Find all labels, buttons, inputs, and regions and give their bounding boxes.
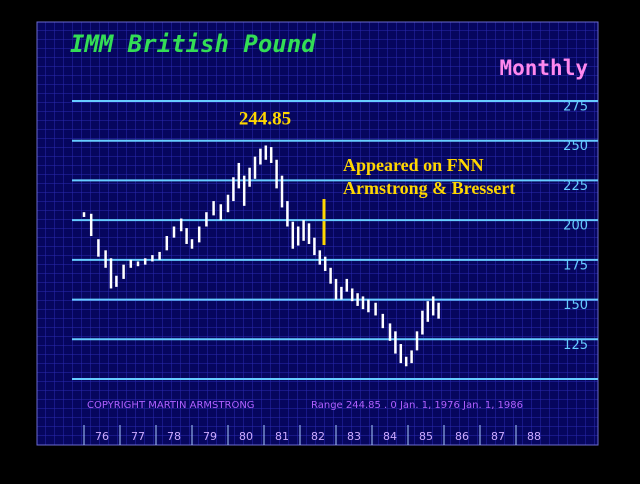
- chart-title: IMM British Pound: [70, 30, 316, 58]
- y-tick-label: 150: [563, 298, 588, 313]
- y-tick-label: 275: [563, 100, 588, 115]
- annotation: 244.85: [239, 108, 291, 129]
- x-tick-label: 80: [239, 430, 253, 443]
- x-tick-label: 86: [455, 430, 469, 443]
- range-note: Range 244.85 . 0 Jan. 1, 1976 Jan. 1, 19…: [311, 400, 523, 411]
- copyright: COPYRIGHT MARTIN ARMSTRONG: [87, 400, 255, 411]
- x-tick-label: 87: [491, 430, 505, 443]
- x-tick-label: 85: [419, 430, 433, 443]
- grid-pattern: [36, 21, 599, 446]
- x-tick-label: 77: [131, 430, 145, 443]
- y-tick-label: 250: [563, 139, 588, 154]
- annotation: Appeared on FNN: [343, 155, 484, 175]
- y-tick-label: 225: [563, 179, 588, 194]
- annotation: Armstrong & Bressert: [343, 178, 515, 198]
- x-tick-label: 81: [275, 430, 289, 443]
- x-tick-label: 79: [203, 430, 217, 443]
- y-tick-label: 125: [563, 338, 588, 353]
- x-tick-label: 76: [95, 430, 109, 443]
- x-tick-label: 84: [383, 430, 397, 443]
- y-tick-label: 175: [563, 258, 588, 273]
- x-tick-label: 82: [311, 430, 325, 443]
- x-tick-label: 78: [167, 430, 181, 443]
- x-tick-label: 88: [527, 430, 541, 443]
- subtitle: Monthly: [499, 56, 588, 80]
- y-tick-label: 200: [563, 219, 588, 234]
- x-tick-label: 83: [347, 430, 361, 443]
